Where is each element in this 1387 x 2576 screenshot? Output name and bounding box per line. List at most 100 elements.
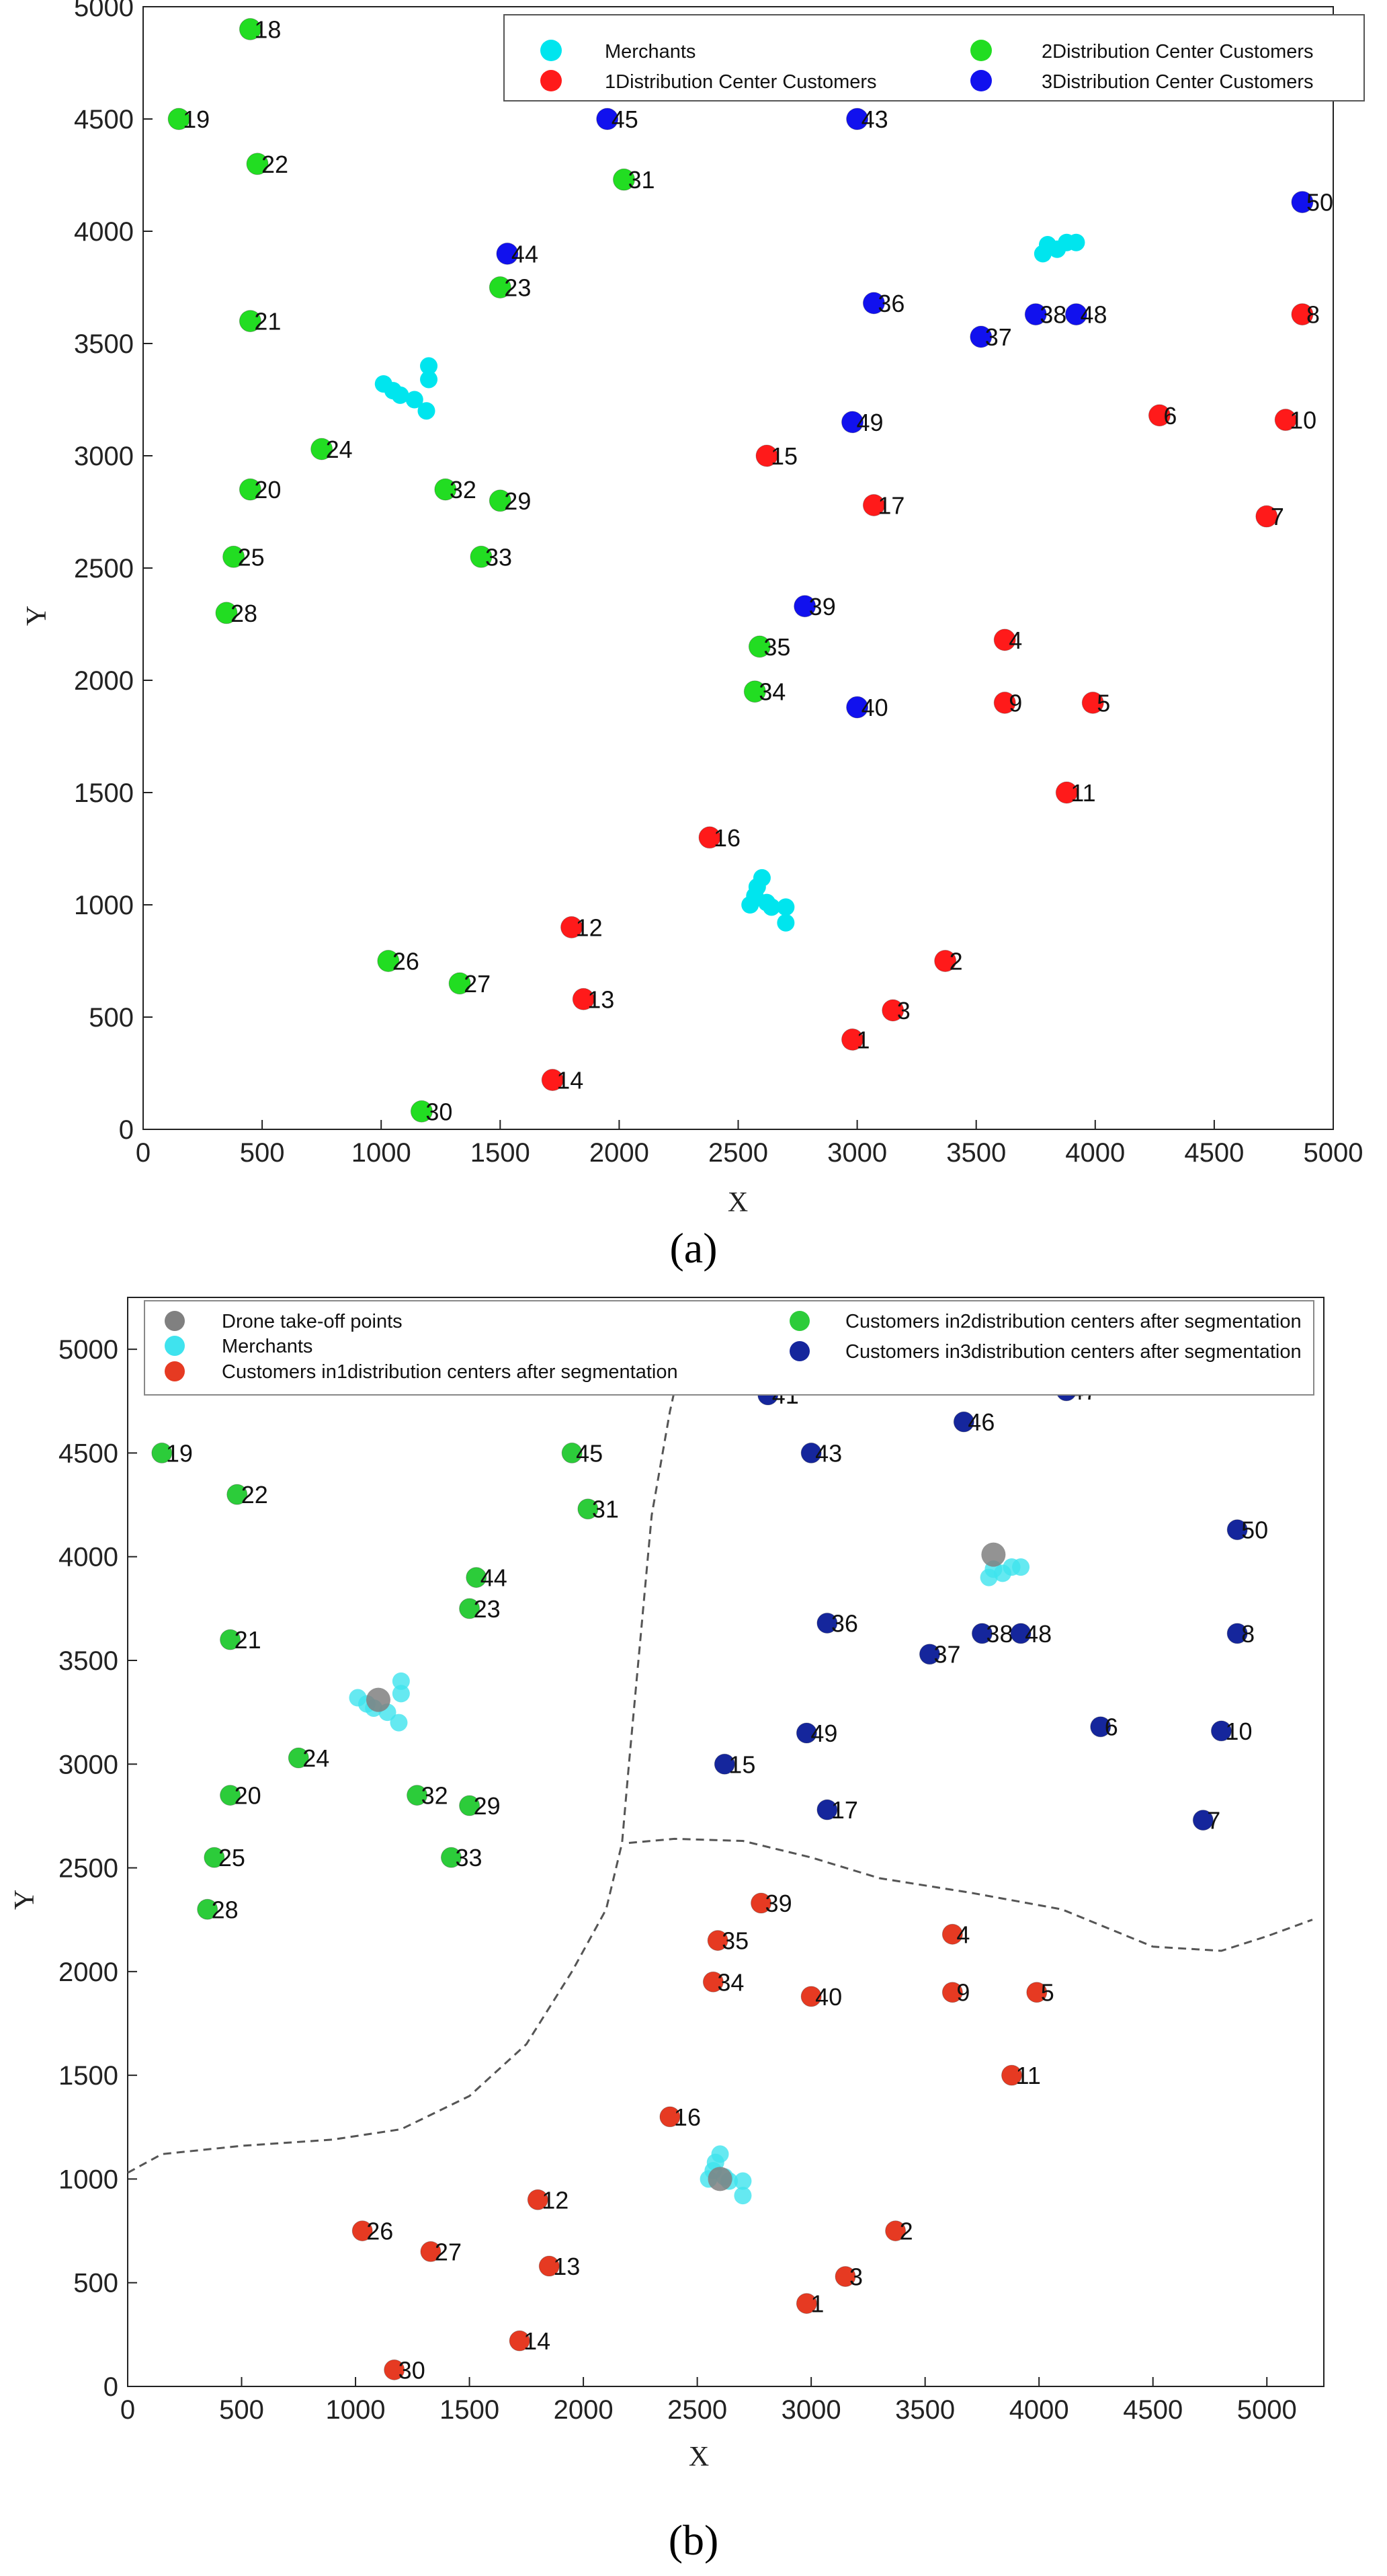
y-tick-label: 1000 <box>74 891 134 920</box>
customer-point-29 <box>489 489 511 512</box>
customer-id-label: 13 <box>553 2253 580 2280</box>
merchant-point <box>391 386 409 404</box>
customer-point-50 <box>1291 191 1314 214</box>
customer-id-label: 44 <box>480 1564 507 1592</box>
customer-point-1 <box>796 2293 817 2315</box>
customer-point-8 <box>1291 303 1314 326</box>
customer-id-label: 24 <box>326 436 353 463</box>
panel-b-legend-box <box>144 1300 1314 1396</box>
customer-id-label: 9 <box>956 1979 970 2007</box>
customer-id-label: 29 <box>504 487 531 515</box>
customer-id-label: 32 <box>450 476 476 504</box>
x-tick-label: 3000 <box>782 2395 841 2425</box>
customer-id-label: 16 <box>674 2103 701 2131</box>
x-tick-label: 500 <box>219 2395 264 2425</box>
customer-id-label: 50 <box>1306 189 1333 216</box>
panel-b-axes-box <box>127 1297 1325 2387</box>
customer-point-21 <box>220 1629 241 1650</box>
customer-point-35 <box>707 1930 728 1951</box>
customer-id-label: 25 <box>218 1844 245 1871</box>
customer-point-17 <box>816 1799 838 1820</box>
panel-a-x-label: X <box>728 1187 748 1218</box>
merchant-point <box>1012 1558 1030 1576</box>
customer-id-label: 20 <box>254 476 281 504</box>
customer-id-label: 3 <box>897 997 911 1024</box>
customer-point-24 <box>310 438 333 460</box>
drone-takeoff-point <box>366 1687 390 1712</box>
customer-id-label: 26 <box>366 2218 393 2245</box>
customer-id-label: 17 <box>831 1796 858 1824</box>
x-tick-label: 2500 <box>667 2395 727 2425</box>
customer-id-label: 36 <box>878 290 905 317</box>
customer-point-21 <box>239 310 261 333</box>
customer-point-12 <box>560 916 583 938</box>
customer-point-14 <box>541 1069 564 1092</box>
customer-id-label: 43 <box>815 1439 842 1467</box>
merchant-point <box>711 2145 729 2163</box>
y-tick-label: 2500 <box>58 1854 118 1884</box>
legend-label-dc2: 2Distribution Center Customers <box>1042 41 1314 63</box>
customer-id-label: 8 <box>1306 301 1320 329</box>
customer-point-32 <box>434 478 457 501</box>
customer-point-19 <box>151 1442 173 1463</box>
customer-id-label: 18 <box>254 15 281 43</box>
customer-point-23 <box>459 1598 480 1619</box>
customer-point-2 <box>885 2220 907 2242</box>
customer-id-label: 43 <box>861 106 888 133</box>
x-tick-label: 0 <box>136 1138 151 1168</box>
panel-a-axes-box <box>142 6 1334 1130</box>
customer-id-label: 22 <box>241 1481 268 1508</box>
legend-swatch-dc2-b <box>790 1311 810 1331</box>
customer-point-31 <box>577 1498 599 1520</box>
customer-id-label: 17 <box>878 491 905 519</box>
customer-id-label: 9 <box>1009 689 1022 717</box>
customer-point-45 <box>596 108 619 130</box>
merchant-point <box>1067 233 1085 251</box>
customer-point-49 <box>796 1722 817 1744</box>
merchant-point <box>777 898 795 916</box>
panel-b-x-label: X <box>689 2442 709 2472</box>
customer-id-label: 35 <box>722 1927 749 1955</box>
customer-point-13 <box>538 2255 560 2277</box>
customer-point-38 <box>1024 303 1047 326</box>
y-tick-label: 5000 <box>74 0 134 22</box>
customer-id-label: 29 <box>474 1792 501 1820</box>
customer-id-label: 31 <box>628 166 655 194</box>
customer-point-20 <box>220 1785 241 1806</box>
customer-point-19 <box>167 108 190 130</box>
merchant-point <box>420 357 438 375</box>
customer-id-label: 37 <box>985 323 1012 351</box>
customer-id-label: 27 <box>435 2238 462 2265</box>
customer-point-31 <box>612 168 635 191</box>
panel-a-label: (a) <box>669 1224 717 1272</box>
customer-point-3 <box>882 999 905 1022</box>
customer-point-45 <box>561 1442 583 1463</box>
customer-id-label: 25 <box>238 543 265 571</box>
legend-label-dc3-b: Customers in3distribution centers after … <box>845 1341 1302 1363</box>
customer-id-label: 38 <box>986 1620 1013 1648</box>
x-tick-label: 0 <box>120 2395 135 2425</box>
customer-id-label: 46 <box>968 1408 995 1436</box>
customer-point-15 <box>755 444 778 467</box>
y-tick-label: 1000 <box>58 2165 118 2194</box>
customer-id-label: 16 <box>714 824 741 852</box>
customer-point-39 <box>794 595 816 618</box>
customer-point-22 <box>226 1484 248 1505</box>
customer-point-44 <box>466 1567 487 1588</box>
customer-id-label: 33 <box>485 543 512 571</box>
customer-id-label: 15 <box>771 442 798 470</box>
y-tick-label: 500 <box>89 1003 134 1033</box>
panel-b-label: (b) <box>669 2516 719 2564</box>
customer-id-label: 14 <box>556 1067 583 1094</box>
customer-point-6 <box>1148 404 1171 427</box>
y-tick-label: 0 <box>119 1115 134 1145</box>
legend-label-dc3: 3Distribution Center Customers <box>1042 71 1314 93</box>
x-tick-label: 2000 <box>554 2395 614 2425</box>
customer-point-43 <box>846 108 869 130</box>
legend-label-dc2-b: Customers in2distribution centers after … <box>845 1311 1302 1332</box>
y-tick-label: 500 <box>73 2269 118 2298</box>
y-tick-label: 4500 <box>58 1439 118 1468</box>
customer-id-label: 4 <box>956 1921 970 1948</box>
customer-id-label: 13 <box>587 985 614 1013</box>
